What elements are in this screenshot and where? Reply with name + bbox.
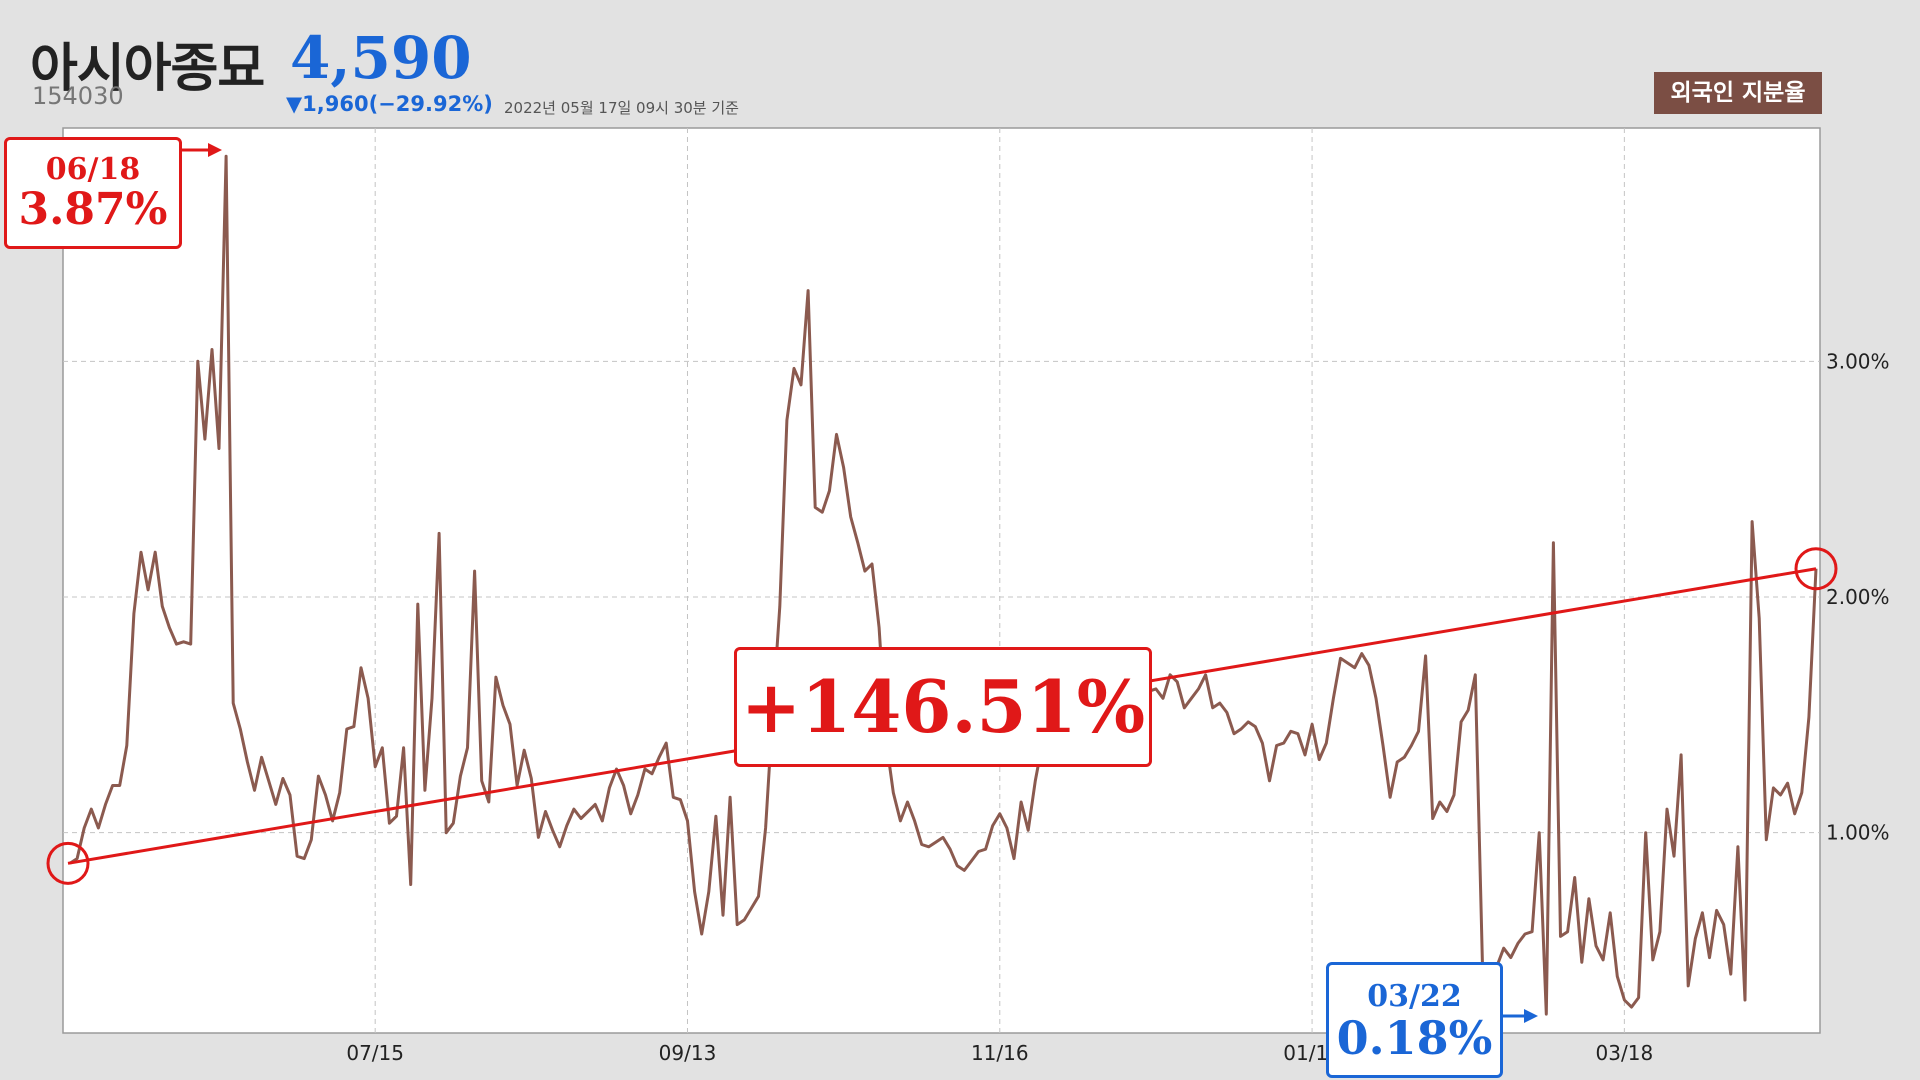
- y-axis-ticks: 1.00% 2.00% 3.00%: [1826, 349, 1890, 844]
- timestamp: 2022년 05월 17일 09시 30분 기준: [504, 99, 739, 117]
- x-tick-label: 03/18: [1596, 1041, 1654, 1065]
- series-line: [69, 154, 1818, 1016]
- stock-code: 154030: [32, 82, 124, 110]
- x-tick-label: 07/15: [346, 1041, 404, 1065]
- max-arrow: [182, 143, 222, 157]
- y-tick-label: 3.00%: [1826, 349, 1890, 373]
- chart-title-badge: 외국인 지분율: [1654, 72, 1822, 114]
- y-tick-label: 2.00%: [1826, 585, 1890, 609]
- change-pct-callout: +146.51%: [734, 647, 1152, 767]
- x-tick-label: 09/13: [659, 1041, 717, 1065]
- grid-lines: [63, 128, 1820, 1033]
- trend-end-marker: [1794, 547, 1838, 591]
- price-change: ▼1,960(−29.92%): [286, 92, 493, 116]
- max-date: 06/18: [45, 152, 141, 187]
- min-callout: 03/22 0.18%: [1326, 962, 1503, 1078]
- max-callout: 06/18 3.87%: [4, 137, 182, 249]
- plot-area: [62, 127, 1821, 1034]
- y-tick-label: 1.00%: [1826, 821, 1890, 845]
- min-arrow: [1503, 1009, 1538, 1023]
- trend-start-marker: [46, 841, 90, 885]
- min-value: 0.18%: [1336, 1011, 1493, 1065]
- stock-price: 4,590: [290, 24, 472, 92]
- min-date: 03/22: [1367, 979, 1462, 1014]
- stock-name: 아시아종묘: [30, 39, 265, 99]
- x-tick-label: 11/16: [971, 1041, 1029, 1065]
- max-value: 3.87%: [18, 184, 168, 235]
